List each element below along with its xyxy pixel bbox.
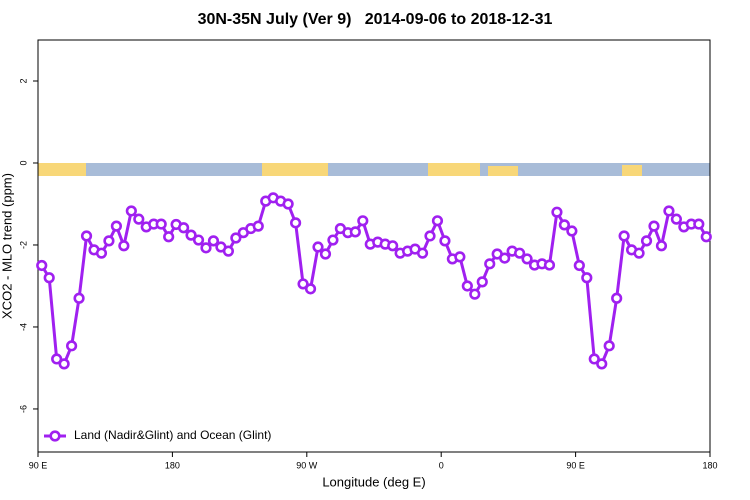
point xyxy=(663,205,675,217)
point xyxy=(125,205,137,217)
point xyxy=(357,215,369,227)
point xyxy=(469,288,481,300)
point xyxy=(230,232,242,244)
point xyxy=(155,218,167,230)
point xyxy=(290,217,302,229)
point xyxy=(178,222,190,234)
land-strip xyxy=(488,166,518,176)
point xyxy=(603,340,615,352)
point xyxy=(327,234,339,246)
x-tick-label: 90 W xyxy=(296,460,318,470)
point xyxy=(700,231,712,243)
point xyxy=(349,226,361,238)
point xyxy=(611,292,623,304)
point xyxy=(551,206,563,218)
land-strip xyxy=(38,163,86,176)
point xyxy=(431,215,444,227)
point xyxy=(118,240,130,252)
point xyxy=(73,292,85,304)
point xyxy=(581,272,593,284)
point xyxy=(207,235,220,247)
point xyxy=(588,353,600,365)
x-tick-label: 180 xyxy=(702,460,717,470)
point xyxy=(200,242,212,254)
y-tick-label: -4 xyxy=(18,323,28,331)
point xyxy=(103,235,115,247)
point xyxy=(252,220,264,232)
plot-frame xyxy=(37,39,711,453)
point xyxy=(566,225,578,237)
point xyxy=(596,358,608,370)
point xyxy=(312,241,324,253)
land-strip xyxy=(622,165,642,176)
point xyxy=(648,220,660,232)
point xyxy=(558,219,571,231)
land-strip xyxy=(262,163,328,176)
point xyxy=(655,240,668,252)
point xyxy=(633,247,645,259)
point xyxy=(163,231,175,243)
point xyxy=(521,253,533,265)
point xyxy=(297,278,309,290)
point xyxy=(43,272,55,284)
point xyxy=(65,340,78,352)
point xyxy=(80,230,93,242)
point xyxy=(476,276,488,288)
point xyxy=(387,240,399,252)
point xyxy=(461,280,473,292)
point xyxy=(416,247,429,259)
point xyxy=(133,213,145,225)
x-tick-label: 180 xyxy=(165,460,180,470)
point xyxy=(95,247,108,259)
x-tick-label: 0 xyxy=(439,460,444,470)
legend-label: Land (Nadir&Glint) and Ocean (Glint) xyxy=(74,428,271,442)
point xyxy=(484,258,496,270)
y-tick-label: -2 xyxy=(18,241,28,249)
surface-strip xyxy=(38,163,710,176)
point xyxy=(51,353,63,365)
y-tick-label: 0 xyxy=(18,160,28,165)
legend-marker xyxy=(49,430,61,442)
x-axis-label: Longitude (deg E) xyxy=(322,474,425,489)
point xyxy=(424,230,436,242)
y-axis-label: XCO2 - MLO trend (ppm) xyxy=(0,173,14,319)
x-tick-label: 90 E xyxy=(29,460,48,470)
point xyxy=(618,230,630,242)
x-tick-label: 90 E xyxy=(566,460,585,470)
point xyxy=(543,259,556,271)
point xyxy=(670,213,683,225)
land-strip xyxy=(428,163,480,176)
point xyxy=(573,259,585,272)
point xyxy=(58,358,70,370)
chart-title: 30N-35N July (Ver 9) 2014-09-06 to 2018-… xyxy=(198,11,553,28)
point xyxy=(222,245,234,257)
point xyxy=(36,259,48,272)
y-tick-label: -6 xyxy=(18,405,28,413)
ocean-strip xyxy=(38,163,710,176)
point xyxy=(513,247,526,259)
point xyxy=(185,229,197,241)
point xyxy=(454,251,466,263)
point xyxy=(499,252,511,264)
point xyxy=(439,235,451,247)
point xyxy=(192,234,205,246)
point xyxy=(110,220,122,232)
y-tick-label: 2 xyxy=(18,78,28,83)
point xyxy=(319,248,332,260)
point xyxy=(693,218,705,230)
point xyxy=(282,198,294,210)
point xyxy=(640,235,653,247)
point xyxy=(304,283,317,295)
